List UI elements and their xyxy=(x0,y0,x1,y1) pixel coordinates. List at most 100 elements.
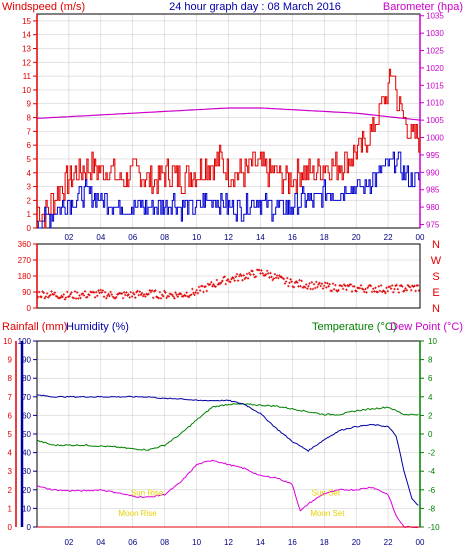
temp-tick-label: 10 xyxy=(428,337,437,346)
wind-x-tick-label: 04 xyxy=(96,233,105,242)
rain-tick-label: 6 xyxy=(8,411,13,420)
hum-tick-label: 100 xyxy=(18,337,32,346)
baro-tick-label: 980 xyxy=(426,203,440,212)
baro-tick-label: 1035 xyxy=(426,12,444,21)
wind-tick-label: 7 xyxy=(27,127,32,136)
wind-x-tick-label: 10 xyxy=(192,233,201,242)
compass-label: E xyxy=(432,287,439,299)
wind-x-tick-label: 20 xyxy=(352,233,361,242)
wind-tick-label: 15 xyxy=(22,17,31,26)
temp-tick-label: -6 xyxy=(428,486,436,495)
compass-label: S xyxy=(432,271,439,283)
temperature-axis-label: Temperature (°C) xyxy=(312,321,396,333)
compass-label: N xyxy=(432,239,440,251)
wind-tick-label: 9 xyxy=(27,100,32,109)
dewpoint-axis-label: Dew Point (°C) xyxy=(390,321,463,333)
wind-tick-label: 6 xyxy=(27,141,32,150)
wind-x-tick-label: 16 xyxy=(288,233,297,242)
windspeed-axis-label: Windspeed (m/s) xyxy=(2,1,85,13)
wind-tick-label: 10 xyxy=(22,86,31,95)
wind-x-tick-label: 12 xyxy=(224,233,233,242)
wind-average-line xyxy=(37,151,420,229)
hum-tick-label: 60 xyxy=(22,411,31,420)
wind-tick-label: 5 xyxy=(27,155,32,164)
dewpoint-line xyxy=(36,459,419,529)
baro-tick-label: 1010 xyxy=(426,99,444,108)
wind-tick-label: 11 xyxy=(23,72,32,81)
temp-tick-label: 2 xyxy=(428,411,433,420)
temp-tick-label: 4 xyxy=(428,393,433,402)
hum-tick-label: 20 xyxy=(22,486,31,495)
rain-tick-label: 2 xyxy=(8,486,13,495)
barometer-line xyxy=(36,107,421,121)
hum-tick-label: 40 xyxy=(22,449,31,458)
temperature-line xyxy=(36,403,419,451)
compass-label: N xyxy=(432,303,440,315)
wind-x-tick-label: 18 xyxy=(320,233,329,242)
rain-tick-label: 5 xyxy=(8,430,13,439)
rainfall-axis-label: Rainfall (mm) xyxy=(2,321,67,333)
baro-tick-label: 990 xyxy=(426,168,440,177)
temp-tick-label: -8 xyxy=(428,504,436,513)
astro-event-label: Sun Set xyxy=(312,488,341,497)
compass-label: W xyxy=(431,255,442,267)
rain-tick-label: 9 xyxy=(8,356,13,365)
astro-event-label: Moon Rise xyxy=(118,509,157,518)
baro-tick-label: 1015 xyxy=(426,81,444,90)
thd-x-tick-label: 14 xyxy=(256,538,265,547)
wind-tick-label: 0 xyxy=(27,224,32,233)
baro-tick-label: 1025 xyxy=(426,47,444,56)
thd-x-tick-label: 22 xyxy=(384,538,393,547)
thd-x-tick-label: 04 xyxy=(96,538,105,547)
humidity-line xyxy=(36,394,419,506)
baro-tick-label: 1005 xyxy=(426,116,444,125)
thd-x-tick-label: 10 xyxy=(192,538,201,547)
baro-tick-label: 995 xyxy=(426,151,440,160)
hum-tick-label: 90 xyxy=(22,356,31,365)
graph-title: 24 hour graph day : 08 March 2016 xyxy=(169,1,341,13)
hum-tick-label: 10 xyxy=(22,504,31,513)
thd-x-tick-label: 02 xyxy=(64,538,73,547)
wind-tick-label: 8 xyxy=(27,114,32,123)
hum-tick-label: 50 xyxy=(22,430,31,439)
thd-x-tick-label: 08 xyxy=(160,538,169,547)
wind-x-tick-label: 08 xyxy=(160,233,169,242)
baro-tick-label: 985 xyxy=(426,186,440,195)
dir-tick-label: 90 xyxy=(22,288,31,297)
wind-x-tick-label: 06 xyxy=(128,233,137,242)
dir-tick-label: 270 xyxy=(18,256,32,265)
dir-tick-label: 0 xyxy=(27,304,32,313)
temp-tick-label: 0 xyxy=(428,430,433,439)
barometer-axis-label: Barometer (hpa) xyxy=(383,1,463,13)
hum-tick-label: 70 xyxy=(22,393,31,402)
wind-direction-points xyxy=(35,268,421,301)
rain-tick-label: 0 xyxy=(8,523,13,532)
hum-tick-label: 0 xyxy=(27,523,32,532)
baro-tick-label: 1020 xyxy=(426,64,444,73)
temp-tick-label: -10 xyxy=(428,523,440,532)
thd-x-tick-label: 18 xyxy=(320,538,329,547)
wind-x-tick-label: 02 xyxy=(64,233,73,242)
hum-tick-label: 30 xyxy=(22,467,31,476)
rain-tick-label: 8 xyxy=(8,374,13,383)
rain-tick-label: 10 xyxy=(3,337,12,346)
baro-tick-label: 975 xyxy=(426,221,440,230)
astro-event-label: Sun Rise xyxy=(131,488,164,497)
temp-tick-label: -4 xyxy=(428,467,436,476)
thd-x-tick-label: 16 xyxy=(288,538,297,547)
wind-tick-label: 14 xyxy=(22,31,31,40)
rain-tick-label: 4 xyxy=(8,449,13,458)
baro-tick-label: 1000 xyxy=(426,134,444,143)
thd-x-tick-label: 12 xyxy=(224,538,233,547)
baro-tick-label: 1030 xyxy=(426,29,444,38)
wind-tick-label: 12 xyxy=(22,58,31,67)
wind-x-tick-label: 14 xyxy=(256,233,265,242)
wind-tick-label: 1 xyxy=(27,210,32,219)
wind-gust-line xyxy=(37,68,421,229)
dir-tick-label: 360 xyxy=(18,240,32,249)
humidity-axis-label: Humidity (%) xyxy=(66,321,129,333)
astro-event-label: Moon Set xyxy=(310,509,345,518)
wind-tick-label: 4 xyxy=(27,169,32,178)
